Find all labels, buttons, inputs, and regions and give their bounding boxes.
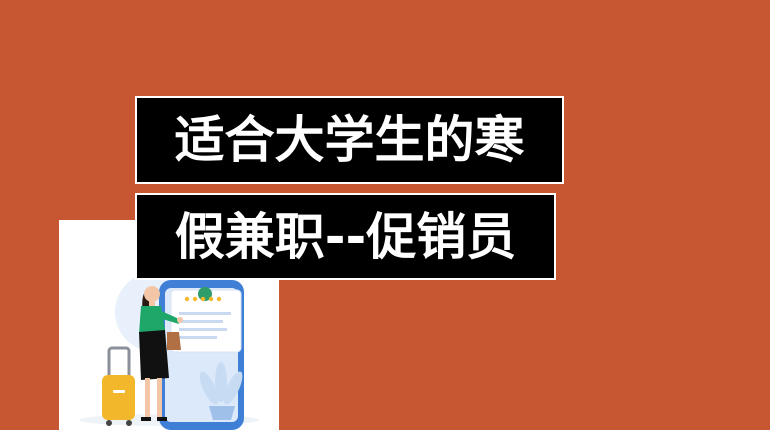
card-line xyxy=(179,320,223,323)
star xyxy=(208,296,214,302)
title-line-1: 适合大学生的寒 xyxy=(135,96,564,184)
rating-stars xyxy=(184,296,222,302)
luggage-stripe xyxy=(113,390,125,393)
plant-pot xyxy=(209,406,235,420)
title-line-2: 假兼职--促销员 xyxy=(135,193,556,280)
card-line xyxy=(179,312,231,315)
plant xyxy=(199,362,243,405)
leg xyxy=(157,378,162,418)
star xyxy=(216,296,222,302)
hand xyxy=(177,317,183,323)
leg xyxy=(145,378,150,418)
bag xyxy=(167,332,181,350)
card-line xyxy=(179,328,227,331)
luggage-body xyxy=(102,375,135,420)
star xyxy=(192,296,198,302)
head xyxy=(144,286,160,302)
luggage-handle xyxy=(107,346,131,380)
woman-figure xyxy=(139,286,183,421)
arm-raised xyxy=(159,310,179,324)
woman-with-phone-and-luggage-icon xyxy=(79,272,259,430)
top xyxy=(139,306,165,334)
luggage-wheel xyxy=(106,420,112,426)
skirt xyxy=(139,330,169,380)
star xyxy=(200,296,206,302)
shoe xyxy=(157,417,167,421)
neck xyxy=(149,300,155,306)
star xyxy=(184,296,190,302)
shoe xyxy=(141,417,151,421)
luggage-wheel xyxy=(126,420,132,426)
card-line xyxy=(179,336,217,339)
